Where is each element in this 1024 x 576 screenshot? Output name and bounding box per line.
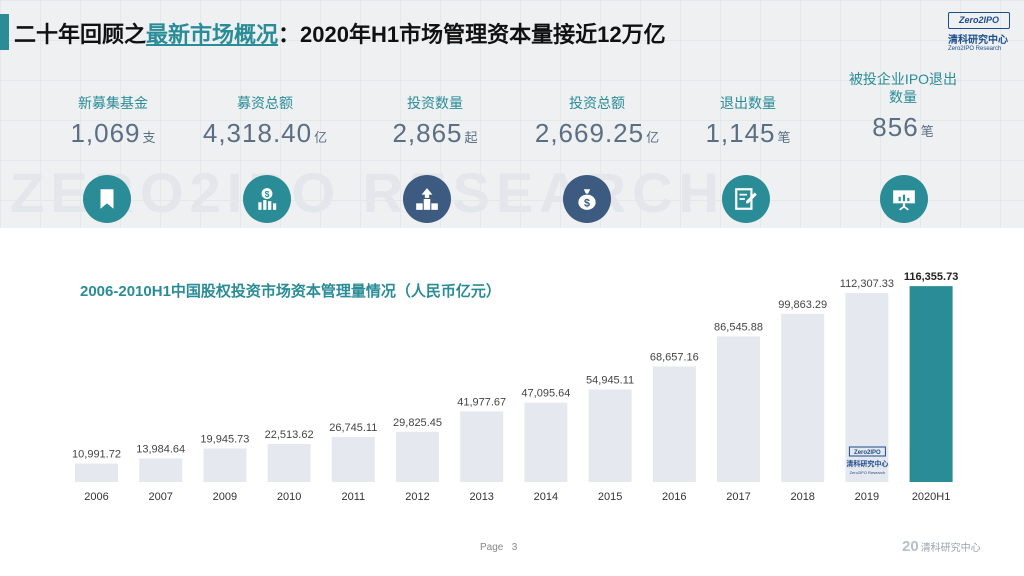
bar-2014 xyxy=(524,402,568,482)
bar-2012 xyxy=(396,431,439,482)
stat-exit-count: 退出数量 1,145 笔 xyxy=(668,76,828,149)
x-tick-2012: 2012 xyxy=(405,491,429,503)
stat-label: 退出数量 xyxy=(720,95,776,111)
x-tick-2006: 2006 xyxy=(84,491,108,503)
data-label-2016: 68,657.16 xyxy=(650,351,699,363)
brand-logo: Zero2IPO 清科研究中心 Zero2IPO Research xyxy=(948,12,1012,52)
title-accent-bar xyxy=(0,14,9,50)
data-label-2013: 41,977.67 xyxy=(457,396,506,408)
stat-label: 募资总额 xyxy=(237,95,293,111)
logo-badge: Zero2IPO xyxy=(948,12,1010,29)
bar-2011 xyxy=(331,436,375,482)
bar-2013 xyxy=(460,411,504,482)
x-tick-2011: 2011 xyxy=(341,491,365,503)
capital-under-management-bar-chart: 10,991.72 2006 13,984.64 2007 19,945.73 2009 2… xyxy=(72,271,958,503)
data-label-2015: 54,945.11 xyxy=(586,375,634,387)
bar-2010 xyxy=(267,444,311,482)
data-label-2014: 47,095.64 xyxy=(521,388,570,400)
logo-en: Zero2IPO Research xyxy=(948,46,1002,52)
money-chart-icon: $ xyxy=(243,175,291,223)
x-tick-2019: 2019 xyxy=(855,491,879,503)
page-title: 二十年回顾之最新市场概况：2020年H1市场管理资本量接近12万亿 xyxy=(14,17,666,49)
bar-2019 xyxy=(845,292,889,482)
stat-value: 1,145 笔 xyxy=(705,118,791,148)
bar-2007 xyxy=(139,458,183,482)
bar-2018 xyxy=(781,313,825,482)
data-label-2018: 99,863.29 xyxy=(778,299,827,311)
page-indicator: Page 3 xyxy=(480,542,518,553)
presentation-board-icon xyxy=(880,175,928,223)
data-label-2010: 22,513.62 xyxy=(265,429,314,441)
x-tick-2015: 2015 xyxy=(598,491,622,503)
stat-label: 被投企业IPO退出数量 xyxy=(848,71,958,105)
stat-new-funds: 新募集基金 1,069 支 xyxy=(33,76,193,149)
data-label-2020H1: 116,355.73 xyxy=(904,271,958,283)
x-tick-2007: 2007 xyxy=(148,491,172,503)
x-tick-2016: 2016 xyxy=(662,491,686,503)
document-edit-icon xyxy=(722,175,770,223)
x-tick-2014: 2014 xyxy=(534,491,558,503)
bar-2006 xyxy=(75,463,118,482)
stat-value: 1,069 支 xyxy=(70,118,156,148)
title-suffix: ：2020年H1市场管理资本量接近12万亿 xyxy=(278,22,666,47)
svg-text:$: $ xyxy=(265,189,270,199)
stat-value: 2,865 起 xyxy=(392,118,478,148)
stats-band: ZERO2IPO RESEARCH xyxy=(0,0,1024,228)
x-tick-2009: 2009 xyxy=(213,491,237,503)
stat-fundraising-total: 募资总额 4,318.40 亿 xyxy=(185,76,345,149)
stat-investment-count: 投资数量 2,865 起 xyxy=(355,76,515,149)
stat-label: 投资总额 xyxy=(569,95,625,111)
data-label-2012: 29,825.45 xyxy=(393,417,442,429)
logo-cn: 清科研究中心 xyxy=(948,35,1008,46)
data-label-2006: 10,991.72 xyxy=(72,448,121,460)
bar-2009 xyxy=(203,448,247,482)
svg-text:清科研究中心: 清科研究中心 xyxy=(846,459,888,468)
bar-2015 xyxy=(588,389,632,482)
growth-steps-icon xyxy=(403,175,451,223)
bar-2020H1 xyxy=(909,286,953,482)
x-tick-2013: 2013 xyxy=(469,491,493,503)
blueprint-background xyxy=(0,0,1024,228)
data-label-2009: 19,945.73 xyxy=(200,433,249,445)
x-tick-2018: 2018 xyxy=(790,491,814,503)
svg-text:Zero2IPO: Zero2IPO xyxy=(854,450,881,456)
bookmark-icon xyxy=(83,175,131,223)
bar-2016 xyxy=(652,366,696,482)
stat-value: 2,669.25 亿 xyxy=(534,118,660,148)
svg-text:Zero2IPO Research: Zero2IPO Research xyxy=(850,470,886,475)
stat-ipo-exit-count: 被投企业IPO退出数量 856 笔 xyxy=(823,71,983,143)
stat-investment-total: 投资总额 2,669.25 亿 xyxy=(517,76,677,149)
x-tick-2020H1: 2020H1 xyxy=(912,491,951,503)
svg-text:$: $ xyxy=(584,198,590,210)
stat-value: 4,318.40 亿 xyxy=(202,118,328,148)
chart-title: 2006-2010H1中国股权投资市场资本管理量情况（人民币亿元） xyxy=(80,283,501,300)
data-label-2011: 26,745.11 xyxy=(329,422,377,434)
data-label-2007: 13,984.64 xyxy=(136,443,185,455)
bar-logo-badge: Zero2IPO 清科研究中心 Zero2IPO Research xyxy=(846,446,888,475)
title-prefix: 二十年回顾之 xyxy=(14,22,147,47)
footer-logo: 20 清科研究中心 xyxy=(902,538,981,555)
stat-value: 856 笔 xyxy=(872,112,934,142)
stat-label: 投资数量 xyxy=(407,95,463,111)
x-tick-2010: 2010 xyxy=(277,491,301,503)
bar-2017 xyxy=(717,336,760,482)
x-tick-2017: 2017 xyxy=(726,491,750,503)
stat-label: 新募集基金 xyxy=(78,95,148,111)
money-bag-icon: $ xyxy=(563,175,611,223)
data-label-2019: 112,307.33 xyxy=(840,278,894,290)
title-highlight: 最新市场概况 xyxy=(146,22,279,47)
data-label-2017: 86,545.88 xyxy=(714,321,763,333)
